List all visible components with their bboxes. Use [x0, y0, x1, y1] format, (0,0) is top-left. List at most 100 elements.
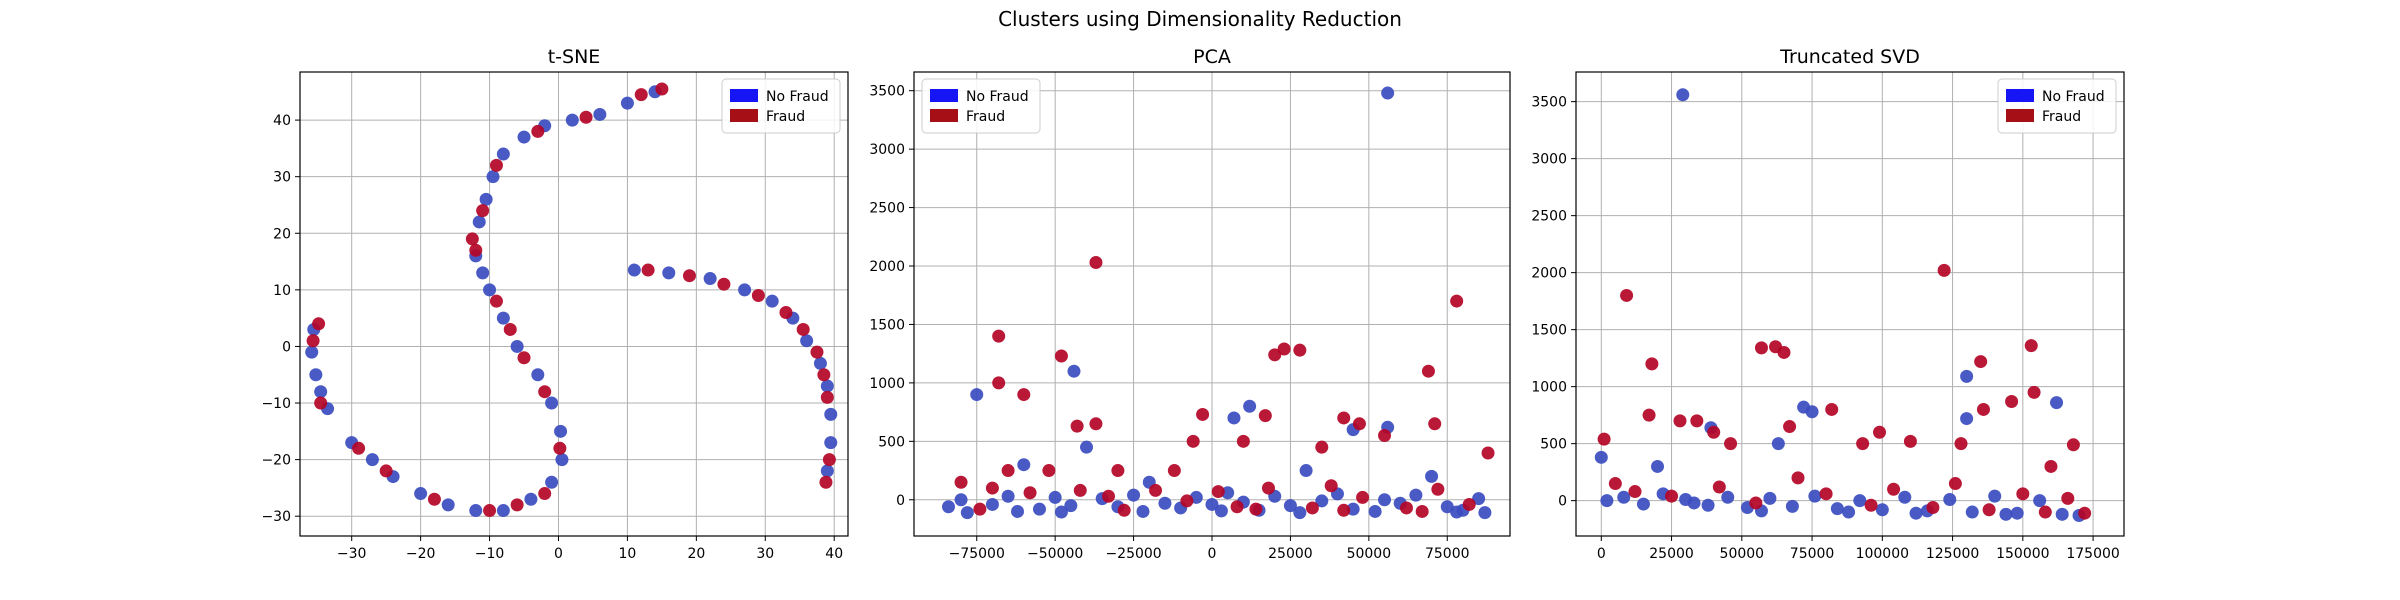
x-tick-label: 20	[687, 546, 705, 562]
data-point	[1261, 481, 1275, 495]
data-point	[1785, 499, 1799, 513]
data-point	[1064, 499, 1078, 513]
data-point	[1032, 502, 1046, 516]
data-point	[2066, 438, 2080, 452]
data-point	[765, 294, 779, 308]
legend: No Fraud Fraud	[1997, 78, 2117, 134]
y-tick-label: 2500	[1531, 209, 1567, 225]
data-point	[1167, 464, 1181, 478]
data-point	[1600, 494, 1614, 508]
x-tick-label: 10	[619, 546, 637, 562]
data-point	[1617, 490, 1631, 504]
data-point	[538, 487, 552, 501]
legend-swatch-fraud	[730, 109, 758, 122]
y-tick-label: 30	[273, 170, 291, 186]
data-point	[738, 283, 752, 297]
data-point	[1965, 505, 1979, 519]
data-point	[627, 263, 641, 277]
x-tick-label: 0	[1597, 546, 1606, 562]
data-point	[531, 124, 545, 138]
data-point	[822, 453, 836, 467]
data-point	[779, 305, 793, 319]
data-point	[1712, 480, 1726, 494]
x-tick-label: −75000	[949, 546, 1005, 562]
legend: No Fraud Fraud	[721, 78, 841, 134]
data-point	[751, 289, 765, 303]
x-tick-label: 75000	[1425, 546, 1470, 562]
data-point	[312, 317, 326, 331]
data-point	[2027, 385, 2041, 399]
data-point	[2061, 491, 2075, 505]
x-tick-label: 50000	[1347, 546, 1392, 562]
data-point	[1842, 505, 1856, 519]
data-point	[517, 130, 531, 144]
data-point	[1771, 437, 1785, 451]
data-point	[1481, 446, 1495, 460]
data-point	[1976, 402, 1990, 416]
x-tick-label: −30	[337, 546, 367, 562]
data-point	[489, 158, 503, 172]
data-point	[503, 322, 517, 336]
data-point	[1999, 507, 2013, 521]
x-tick-label: −25000	[1105, 546, 1161, 562]
data-point	[1960, 412, 1974, 426]
x-tick-label: 0	[554, 546, 563, 562]
data-point	[2005, 394, 2019, 408]
data-point	[2055, 507, 2069, 521]
data-point	[2016, 487, 2030, 501]
data-point	[427, 492, 441, 506]
data-point	[1707, 425, 1721, 439]
data-point	[1089, 417, 1103, 431]
series-fraud	[306, 82, 836, 518]
data-point	[1636, 497, 1650, 511]
data-point	[1409, 488, 1423, 502]
data-point	[314, 385, 328, 399]
data-point	[1214, 504, 1228, 518]
axes-frame	[1575, 71, 2125, 537]
data-point	[1415, 504, 1429, 518]
data-point	[1378, 493, 1392, 507]
x-tick-label: 75000	[1790, 546, 1835, 562]
y-tick-label: 20	[273, 226, 291, 242]
x-tick-label: 175000	[2066, 546, 2119, 562]
data-point	[1620, 288, 1634, 302]
data-point	[476, 266, 490, 280]
data-point	[1830, 502, 1844, 516]
series-no-fraud	[942, 86, 1492, 520]
subplot-title: PCA	[1193, 46, 1231, 68]
data-point	[1982, 503, 1996, 517]
series-fraud	[954, 256, 1495, 518]
data-point	[1381, 86, 1395, 100]
data-point	[1450, 505, 1464, 519]
data-point	[1243, 399, 1257, 413]
data-point	[1042, 464, 1056, 478]
data-point	[1048, 490, 1062, 504]
data-point	[717, 277, 731, 291]
data-point	[813, 356, 827, 370]
data-point	[960, 506, 974, 520]
data-point	[1315, 494, 1329, 508]
data-point	[1450, 294, 1464, 308]
y-tick-label: 500	[1540, 437, 1567, 453]
data-point	[2050, 396, 2064, 410]
data-point	[824, 407, 838, 421]
data-point	[1221, 486, 1235, 500]
data-point	[819, 475, 833, 489]
data-point	[517, 351, 531, 365]
data-point	[662, 266, 676, 280]
data-point	[1808, 489, 1822, 503]
data-point	[1315, 440, 1329, 454]
y-tick-label: 3500	[869, 84, 905, 100]
data-point	[1763, 491, 1777, 505]
y-tick-label: 3000	[869, 142, 905, 158]
data-point	[1324, 479, 1338, 493]
data-point	[1988, 489, 2002, 503]
data-point	[314, 396, 328, 410]
data-point	[942, 500, 956, 514]
legend-label: Fraud	[2042, 109, 2081, 125]
data-point	[1211, 485, 1225, 499]
data-point	[1650, 459, 1664, 473]
y-tick-label: 0	[896, 493, 905, 509]
legend-label: No Fraud	[766, 89, 829, 105]
data-point	[634, 88, 648, 102]
